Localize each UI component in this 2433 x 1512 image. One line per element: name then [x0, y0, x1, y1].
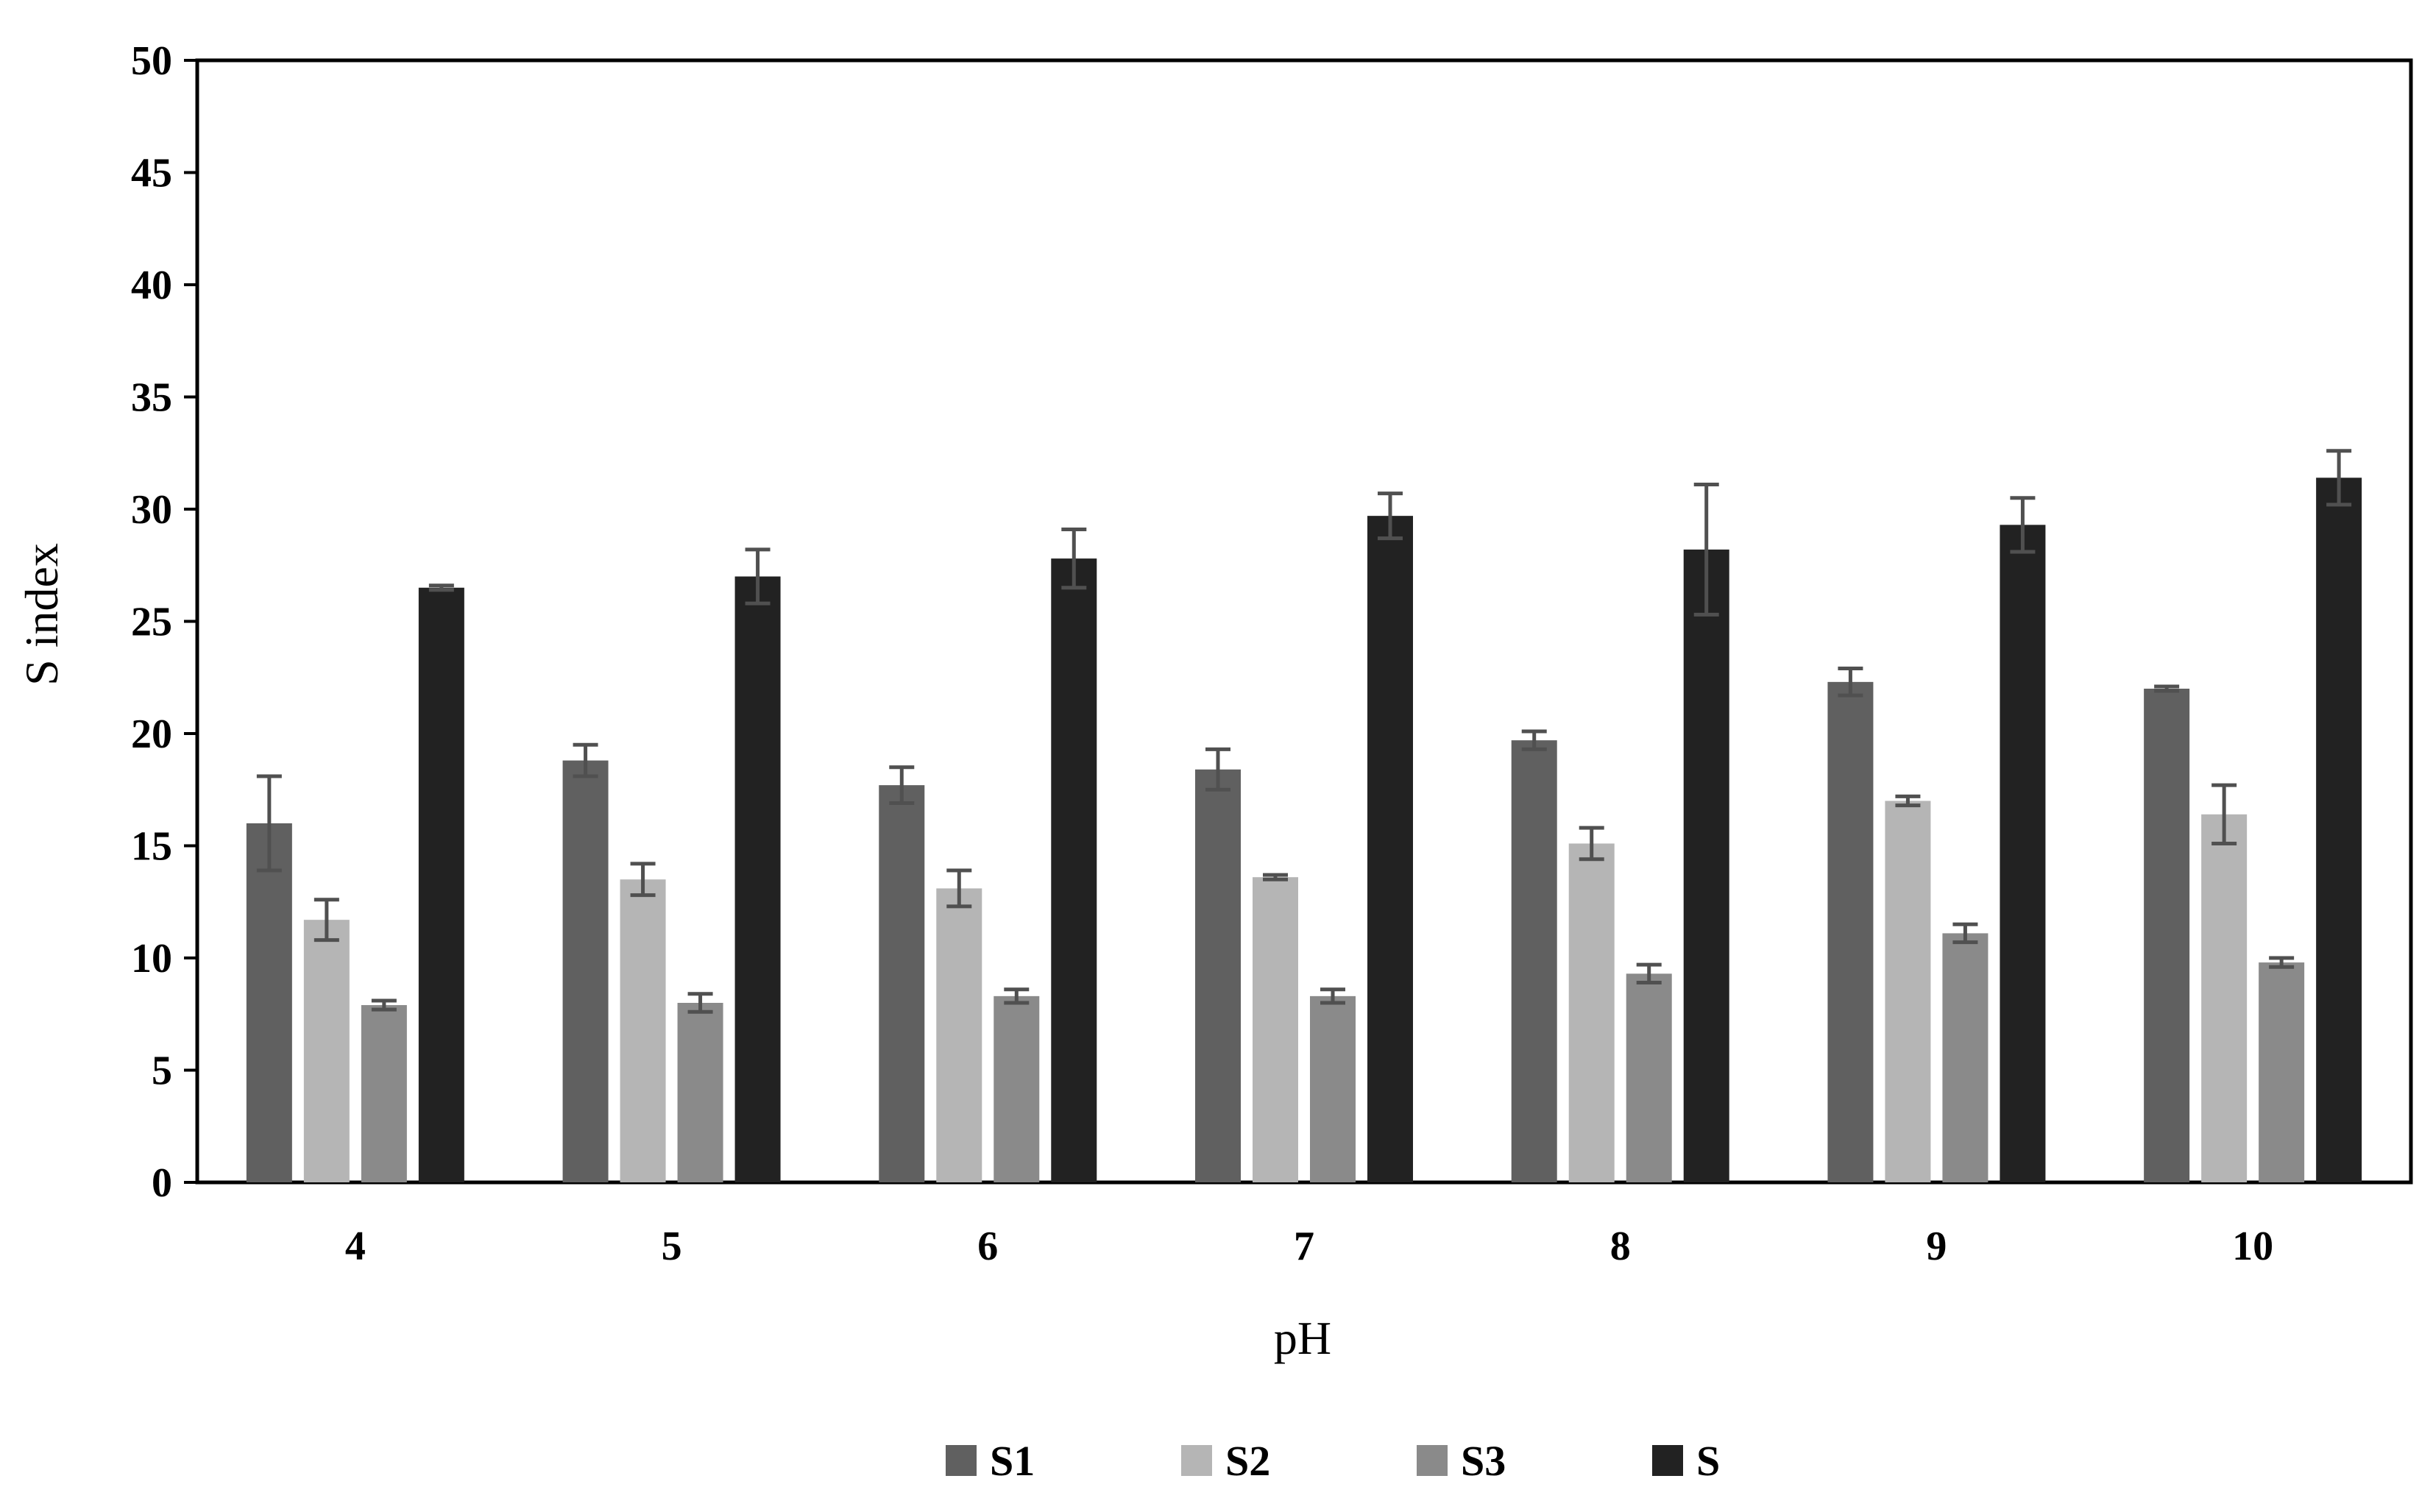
bar-s3-ph6 [994, 995, 1040, 1182]
bar-s1-ph5 [562, 760, 609, 1182]
legend: S1 S2 S3 S [946, 1437, 1720, 1485]
bar-s-ph7 [1367, 516, 1413, 1182]
x-axis-title: pH [1274, 1312, 1331, 1364]
bar-s2-ph5 [620, 879, 666, 1182]
x-tick-label: 10 [2232, 1224, 2273, 1269]
bar-s2-ph8 [1568, 843, 1615, 1182]
bar-s-ph4 [418, 587, 464, 1182]
x-tick-label: 9 [1926, 1224, 1947, 1269]
bar-s2-ph9 [1885, 801, 1931, 1182]
legend-swatch-s3 [1417, 1445, 1448, 1476]
bar-s1-ph7 [1195, 769, 1241, 1182]
bar-s3-ph4 [361, 1005, 407, 1182]
y-tick-label: 0 [152, 1160, 172, 1206]
x-tick-label: 4 [345, 1224, 366, 1269]
bar-s3-ph8 [1626, 973, 1672, 1182]
y-tick-label: 25 [131, 600, 172, 645]
bar-s-ph9 [2000, 525, 2046, 1182]
bar-s3-ph10 [2259, 962, 2305, 1182]
bar-s1-ph10 [2144, 689, 2190, 1182]
y-tick-label: 15 [131, 824, 172, 870]
x-tick-label: 5 [662, 1224, 682, 1269]
legend-label-s: S [1696, 1437, 1720, 1485]
plot-area [195, 58, 2413, 1185]
y-tick-label: 10 [131, 936, 172, 982]
y-tick-label: 5 [152, 1048, 172, 1094]
y-tick-label: 40 [131, 263, 172, 308]
x-axis: 4 5 6 7 8 9 10 [345, 1224, 2273, 1269]
bar-s-ph5 [734, 576, 781, 1182]
bar-s2-ph7 [1253, 877, 1298, 1182]
legend-label-s1: S1 [990, 1437, 1035, 1485]
y-axis: 0 5 10 15 20 25 30 35 40 45 50 [131, 38, 197, 1206]
legend-label-s2: S2 [1225, 1437, 1270, 1485]
plot-frame [195, 58, 2413, 1185]
bar-s3-ph7 [1310, 995, 1356, 1182]
bar-s1-ph8 [1511, 740, 1557, 1182]
x-tick-label: 7 [1294, 1224, 1314, 1269]
bar-s2-ph10 [2201, 814, 2248, 1182]
bar-s1-ph4 [246, 823, 292, 1182]
bar-s2-ph4 [303, 920, 350, 1182]
bar-s3-ph5 [677, 1003, 723, 1182]
legend-swatch-s [1652, 1445, 1683, 1476]
legend-swatch-s1 [946, 1445, 977, 1476]
bar-s1-ph6 [879, 785, 925, 1182]
y-tick-label: 20 [131, 711, 172, 757]
legend-label-s3: S3 [1461, 1437, 1506, 1485]
bar-s-ph8 [1683, 549, 1729, 1182]
bar-s-ph10 [2316, 478, 2362, 1182]
bar-s3-ph9 [1942, 933, 1988, 1182]
y-axis-title: S index [15, 543, 68, 686]
y-tick-label: 35 [131, 375, 172, 421]
y-tick-label: 50 [131, 38, 172, 84]
x-tick-label: 6 [977, 1224, 998, 1269]
x-tick-label: 8 [1610, 1224, 1631, 1269]
bar-s2-ph6 [936, 888, 982, 1182]
bar-s-ph6 [1051, 558, 1097, 1182]
legend-swatch-s2 [1181, 1445, 1212, 1476]
y-tick-label: 30 [131, 487, 172, 533]
bar-s1-ph9 [1827, 681, 1874, 1182]
y-tick-label: 45 [131, 151, 172, 196]
